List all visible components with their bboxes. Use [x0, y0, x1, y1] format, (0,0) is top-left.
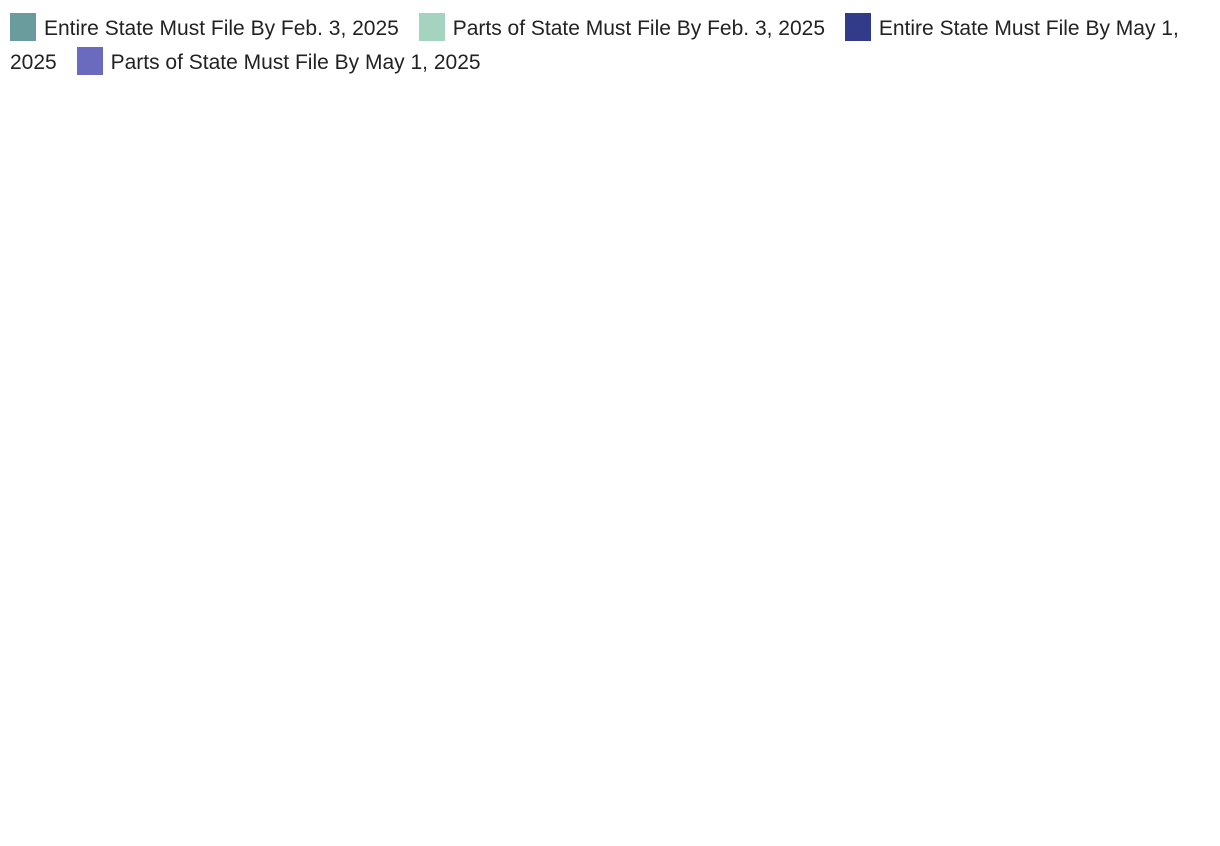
- state: [899, 544, 1001, 606]
- state: [465, 765, 491, 791]
- state: [684, 599, 791, 691]
- state: [779, 439, 931, 506]
- state: [109, 304, 281, 576]
- legend-item: Entire State Must File By Feb. 3, 2025: [10, 13, 399, 41]
- state: [1044, 249, 1076, 316]
- state: [419, 504, 691, 791]
- state: [1069, 204, 1101, 301]
- state: [869, 531, 961, 646]
- state: [669, 519, 761, 611]
- state: [304, 164, 506, 296]
- state: [119, 199, 279, 336]
- state: [894, 474, 1051, 561]
- state: [458, 755, 472, 765]
- legend-label: Parts of State Must File By May 1, 2025: [110, 51, 481, 74]
- state: [904, 409, 991, 481]
- state: [284, 344, 396, 491]
- state: [254, 161, 371, 356]
- state: [374, 710, 386, 720]
- state: [744, 539, 806, 661]
- legend-item: Parts of State Must File By May 1, 2025: [76, 47, 481, 75]
- state: [819, 639, 1001, 776]
- state: [624, 201, 746, 346]
- state: [769, 477, 961, 546]
- state: [492, 274, 636, 346]
- legend-swatch: [76, 47, 103, 75]
- legend-label: Parts of State Must File By Feb. 3, 2025: [452, 17, 826, 40]
- legend-swatch: [418, 13, 445, 41]
- legend-swatch: [844, 13, 871, 41]
- state: [929, 254, 1061, 343]
- legend: Entire State Must File By Feb. 3, 2025 P…: [10, 12, 1210, 80]
- state: [649, 411, 776, 521]
- state: [249, 474, 381, 631]
- state: [1064, 304, 1121, 326]
- state: [1039, 359, 1061, 411]
- state: [499, 194, 631, 281]
- state: [169, 649, 356, 791]
- state: [699, 254, 791, 361]
- state: [854, 359, 936, 451]
- state: [435, 739, 455, 751]
- legend-item: Entire State Must File By May 1, 2025: [10, 13, 1179, 74]
- state: [1084, 772, 1138, 793]
- state: [739, 244, 831, 286]
- state: [179, 324, 306, 511]
- state: [159, 139, 291, 236]
- state: [804, 534, 891, 666]
- state: [799, 259, 881, 376]
- state: [794, 364, 861, 466]
- state: [1089, 174, 1156, 271]
- state: [634, 344, 751, 416]
- state: [989, 399, 1051, 441]
- state: [1061, 321, 1091, 351]
- state: [519, 424, 671, 511]
- state: [359, 287, 501, 391]
- state: [384, 384, 526, 506]
- state: [894, 419, 1041, 491]
- legend-label: Entire State Must File By Feb. 3, 2025: [44, 17, 399, 40]
- state: [734, 359, 806, 501]
- state: [364, 489, 516, 633]
- state: [559, 511, 676, 591]
- state: [929, 339, 1066, 411]
- legend-label: Entire State Must File By May 1, 2025: [10, 17, 1179, 74]
- legend-swatch: [10, 13, 36, 41]
- state: [489, 344, 646, 426]
- state: [411, 724, 429, 736]
- legend-item: Parts of State Must File By Feb. 3, 2025: [418, 13, 826, 41]
